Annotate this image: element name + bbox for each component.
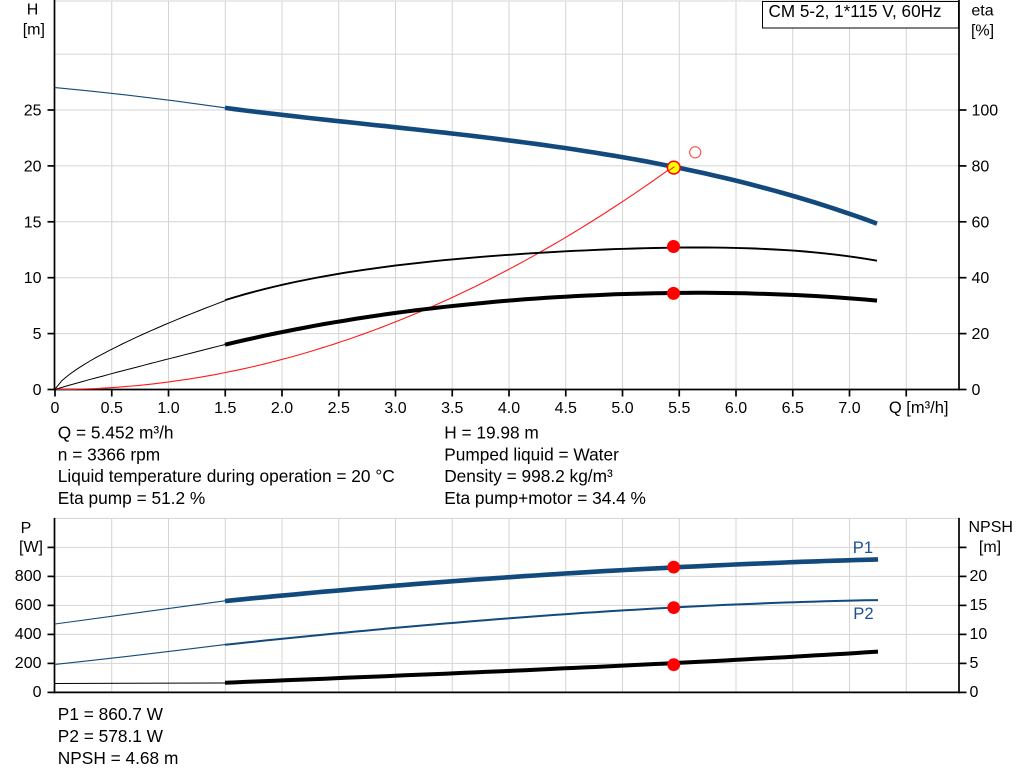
svg-text:P1: P1 [853,538,873,557]
svg-text:2.0: 2.0 [271,400,293,417]
svg-text:Liquid temperature during oper: Liquid temperature during operation = 20… [58,466,395,486]
svg-text:H = 19.98 m: H = 19.98 m [444,422,539,442]
svg-text:5.0: 5.0 [611,400,633,417]
svg-text:20: 20 [24,158,42,175]
svg-text:[m]: [m] [23,21,45,38]
svg-text:200: 200 [15,655,42,672]
svg-text:H: H [27,1,39,18]
svg-text:P2 = 578.1 W: P2 = 578.1 W [58,726,164,746]
svg-text:7.0: 7.0 [838,400,860,417]
svg-text:25: 25 [24,103,42,120]
svg-text:Q = 5.452 m³/h: Q = 5.452 m³/h [58,422,174,442]
svg-text:80: 80 [972,158,990,175]
svg-text:eta: eta [971,3,993,20]
svg-text:1.5: 1.5 [214,400,236,417]
svg-text:Eta pump+motor = 34.4 %: Eta pump+motor = 34.4 % [444,488,646,508]
svg-text:40: 40 [972,270,990,287]
svg-text:P1 = 860.7 W: P1 = 860.7 W [58,704,164,724]
svg-text:Eta pump = 51.2 %: Eta pump = 51.2 % [58,488,205,508]
svg-text:2.5: 2.5 [328,400,350,417]
svg-text:15: 15 [970,597,988,614]
svg-text:P2: P2 [853,604,873,623]
svg-text:NPSH: NPSH [968,519,1012,536]
svg-text:n = 3366 rpm: n = 3366 rpm [58,444,160,464]
svg-text:4.0: 4.0 [498,400,520,417]
svg-text:Q [m³/h]: Q [m³/h] [889,399,949,417]
svg-text:[%]: [%] [971,22,994,39]
svg-text:60: 60 [972,214,990,231]
svg-text:0: 0 [51,400,60,417]
svg-text:[m]: [m] [979,539,1001,556]
svg-text:3.5: 3.5 [441,400,463,417]
svg-text:6.0: 6.0 [725,400,747,417]
svg-text:100: 100 [972,103,999,120]
svg-text:20: 20 [972,326,990,343]
svg-text:0: 0 [970,684,979,701]
svg-text:600: 600 [15,597,42,614]
svg-text:1.0: 1.0 [157,400,179,417]
svg-text:15: 15 [24,214,42,231]
svg-text:Pumped liquid = Water: Pumped liquid = Water [444,444,619,464]
svg-text:6.5: 6.5 [782,400,804,417]
svg-text:NPSH = 4.68 m: NPSH = 4.68 m [58,748,179,768]
svg-text:0: 0 [972,382,981,399]
svg-text:10: 10 [970,626,988,643]
svg-text:5.5: 5.5 [668,400,690,417]
svg-text:3.0: 3.0 [384,400,406,417]
svg-text:0: 0 [33,382,42,399]
svg-text:P: P [21,520,32,537]
svg-text:10: 10 [24,270,42,287]
svg-text:0: 0 [33,684,42,701]
svg-text:CM 5-2, 1*115 V, 60Hz: CM 5-2, 1*115 V, 60Hz [769,2,942,21]
svg-text:20: 20 [970,568,988,585]
svg-text:5: 5 [970,655,979,672]
svg-text:Density = 998.2 kg/m³: Density = 998.2 kg/m³ [444,466,613,486]
svg-text:4.5: 4.5 [555,400,577,417]
svg-text:[W]: [W] [19,539,43,556]
svg-text:400: 400 [15,626,42,643]
svg-text:5: 5 [33,326,42,343]
svg-text:800: 800 [15,568,42,585]
svg-text:0.5: 0.5 [101,400,123,417]
